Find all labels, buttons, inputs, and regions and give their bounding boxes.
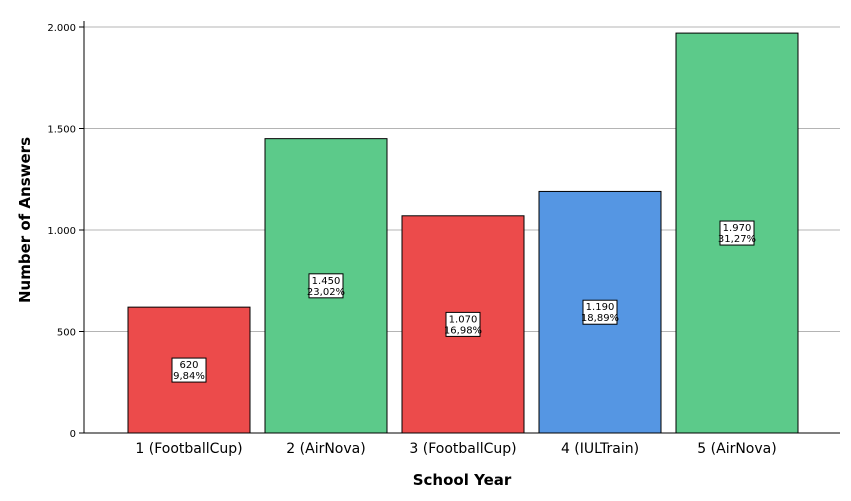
x-category-labels: 1 (FootballCup) 2 (AirNova) 3 (FootballCup…	[135, 441, 776, 457]
data-label-box	[719, 220, 755, 246]
y-tick-label: 1.500	[47, 125, 76, 136]
data-label-box	[582, 299, 618, 325]
bars	[127, 32, 799, 434]
data-label-value: 1.450	[312, 276, 341, 287]
y-tick-label: 1.000	[47, 226, 76, 237]
x-axis-title: School Year	[413, 471, 512, 489]
x-category-label: 5 (AirNova)	[697, 441, 776, 457]
axes	[83, 21, 840, 434]
data-label-percent: 16,98%	[444, 325, 482, 336]
y-tick-label: 500	[57, 328, 76, 339]
data-label-percent: 23,02%	[307, 287, 345, 298]
data-label-box	[308, 273, 344, 299]
data-label-value: 1.070	[449, 314, 478, 325]
data-label-percent: 31,27%	[718, 234, 756, 245]
x-category-label: 4 (IULTrain)	[561, 441, 639, 457]
data-label-value: 620	[179, 360, 198, 371]
x-category-label: 2 (AirNova)	[286, 441, 365, 457]
y-tick-label: 0	[70, 429, 76, 440]
data-label-box	[171, 357, 207, 383]
y-tick-label: 2.000	[47, 23, 76, 34]
x-category-label: 1 (FootballCup)	[135, 441, 242, 457]
x-category-label: 3 (FootballCup)	[409, 441, 516, 457]
y-axis-title: Number of Answers	[16, 137, 34, 303]
data-label-percent: 18,89%	[581, 313, 619, 324]
data-label-percent: 9,84%	[173, 371, 205, 382]
y-tick-labels: 0 500 1.000 1.500 2.000	[47, 23, 84, 440]
data-label-value: 1.970	[723, 223, 752, 234]
data-label-box	[445, 311, 481, 337]
data-label-value: 1.190	[586, 302, 615, 313]
